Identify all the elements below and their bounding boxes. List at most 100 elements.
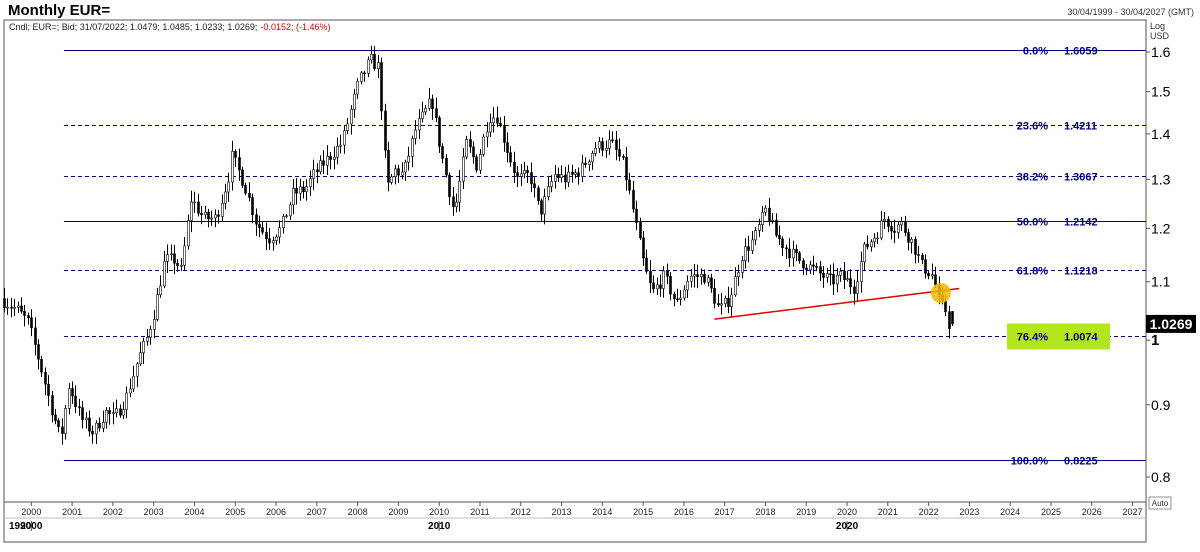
candle-body [78,406,81,409]
candle-body [431,98,434,109]
candle [798,250,801,264]
candle-body [261,227,264,233]
candle-body [887,218,890,227]
candle-body [98,422,101,429]
candle-body [401,171,404,176]
auto-scale-label: Auto [1152,499,1169,508]
candle-body [322,160,325,166]
candle [642,231,645,266]
candle-body [190,201,193,221]
candle [295,178,298,205]
candle-body [741,260,744,273]
candle [272,236,275,251]
candle [268,227,271,250]
fib-value-label-3: 1.2142 [1064,217,1098,229]
candle [74,385,77,414]
candle [465,135,468,160]
candle [829,264,832,286]
candle [679,290,682,306]
candle [469,131,472,153]
candle-body [931,274,934,277]
candle-body [717,303,720,306]
candle [112,402,115,425]
candle-body [47,383,50,396]
candle [826,267,829,283]
candle [635,200,638,231]
candle-body [724,297,727,305]
candle [625,147,628,191]
scale-type-label: Log [1150,21,1165,31]
candle [54,409,57,425]
candle-body [802,260,805,269]
auto-scale-button[interactable] [1148,496,1172,510]
candle [309,170,312,196]
x-tick-label: 2010 [429,507,449,517]
candle [234,149,237,167]
candle [407,146,410,171]
candle-body [951,311,954,325]
candle-body [785,247,788,250]
candle-body [479,154,482,171]
candle [119,404,122,418]
candle [17,301,20,313]
x-tick-label: 2022 [919,507,939,517]
candle-body [54,414,57,421]
candle [897,221,900,239]
candle-body [622,156,625,158]
candle-body [486,131,489,138]
y-tick-label-0: 0.8 [1151,469,1171,485]
x-decade-label: 2010 [428,521,451,532]
candle-body [778,235,781,240]
candle-body [639,222,642,239]
candle [156,287,159,322]
candle-body [747,246,750,251]
candle [764,205,767,216]
candle [204,205,207,219]
candle [37,339,40,370]
candle [6,298,9,315]
candle-body [74,395,77,408]
candle [734,267,737,297]
candle [88,410,91,437]
candle-body [849,278,852,288]
candle [20,297,23,314]
candle [418,109,421,140]
candle-body [95,422,98,435]
candle [431,94,434,120]
candle [326,145,329,176]
candle [258,215,261,238]
candle [394,164,397,185]
candle [57,418,60,433]
candle-body [421,111,424,119]
candle-body [363,72,366,75]
candle-body [404,161,407,173]
candle-body [781,238,784,248]
y-tick-label-2: 1 [1151,332,1159,349]
series-info: Cndl; EUR=; Bid; 31/07/2022; 1.0479; 1.0… [9,22,330,32]
candle-body [71,388,74,397]
candle-body [693,274,696,277]
candle-body [819,266,822,274]
candle-body [543,196,546,215]
candle-body [883,218,886,222]
x-tick-label: 2017 [715,507,735,517]
candle-body [554,174,557,182]
candle-body [720,303,723,306]
candle-body [265,231,268,240]
candle-body [900,221,903,226]
candle [927,271,930,280]
candle [520,164,523,186]
candle [193,191,196,213]
candle-body [520,173,523,177]
candle [662,266,665,298]
candle [690,269,693,288]
x-tick-label: 2012 [511,507,531,517]
candle-body [187,220,190,247]
candle-body [295,188,298,194]
candle-body [567,171,570,183]
candle-body [64,408,67,434]
x-tick-label: 2007 [307,507,327,517]
candle-body [927,273,930,277]
candle-body [618,149,621,157]
candle-body [730,294,733,307]
